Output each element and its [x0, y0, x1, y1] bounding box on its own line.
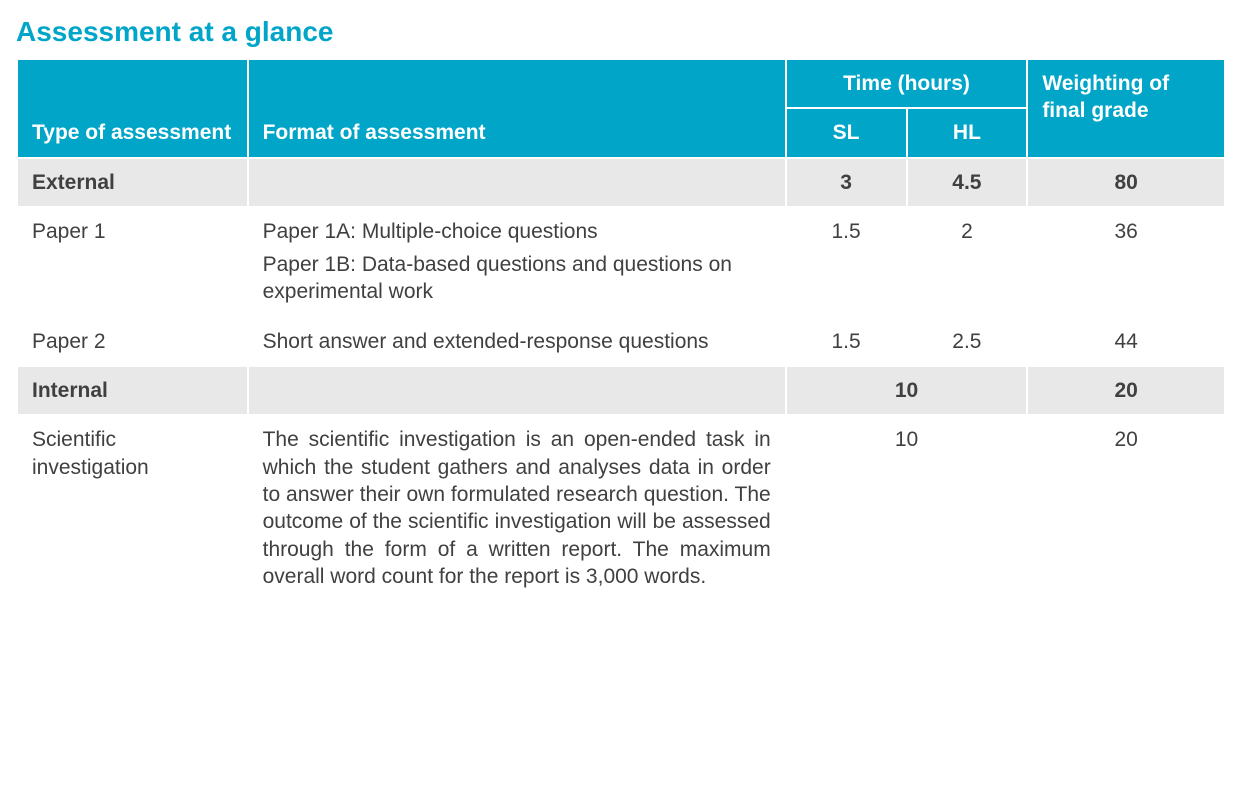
cell-sl: 1.5: [786, 207, 907, 317]
cell-hl: 4.5: [907, 158, 1028, 207]
header-hl: HL: [907, 108, 1028, 157]
cell-type: External: [17, 158, 248, 207]
header-weight: Weighting of final grade: [1027, 59, 1225, 158]
cell-hl: 2: [907, 207, 1028, 317]
cell-weight: 44: [1027, 317, 1225, 366]
cell-sl: 3: [786, 158, 907, 207]
page-title: Assessment at a glance: [16, 16, 1236, 48]
table-header: Type of assessment Format of assessment …: [17, 59, 1225, 158]
assessment-table: Type of assessment Format of assessment …: [16, 58, 1226, 602]
cell-time: 10: [786, 415, 1028, 601]
cell-format: [248, 366, 786, 415]
cell-weight: 36: [1027, 207, 1225, 317]
cell-type: Paper 2: [17, 317, 248, 366]
table-row: Internal 1020: [17, 366, 1225, 415]
table-body: External34.580Paper 1Paper 1A: Multiple-…: [17, 158, 1225, 602]
cell-weight: 20: [1027, 415, 1225, 601]
cell-format: Paper 1A: Multiple-choice questions Paper…: [248, 207, 786, 317]
cell-weight: 80: [1027, 158, 1225, 207]
cell-format: The scientific investigation is an open-…: [248, 415, 786, 601]
cell-format: Short answer and extended-response quest…: [248, 317, 786, 366]
cell-time: 10: [786, 366, 1028, 415]
cell-hl: 2.5: [907, 317, 1028, 366]
format-line: Paper 1B: Data-based questions and quest…: [263, 251, 771, 306]
table-row: Paper 2Short answer and extended-respons…: [17, 317, 1225, 366]
format-line: Paper 1A: Multiple-choice questions: [263, 220, 598, 243]
table-row: External 34.580: [17, 158, 1225, 207]
cell-weight: 20: [1027, 366, 1225, 415]
cell-type: Internal: [17, 366, 248, 415]
cell-format: [248, 158, 786, 207]
cell-sl: 1.5: [786, 317, 907, 366]
table-row: Paper 1Paper 1A: Multiple-choice questio…: [17, 207, 1225, 317]
table-row: Scientific investigationThe scientific i…: [17, 415, 1225, 601]
cell-type: Paper 1: [17, 207, 248, 317]
header-type: Type of assessment: [17, 59, 248, 158]
cell-type: Scientific investigation: [17, 415, 248, 601]
header-time-group: Time (hours): [786, 59, 1028, 108]
header-format: Format of assessment: [248, 59, 786, 158]
header-sl: SL: [786, 108, 907, 157]
